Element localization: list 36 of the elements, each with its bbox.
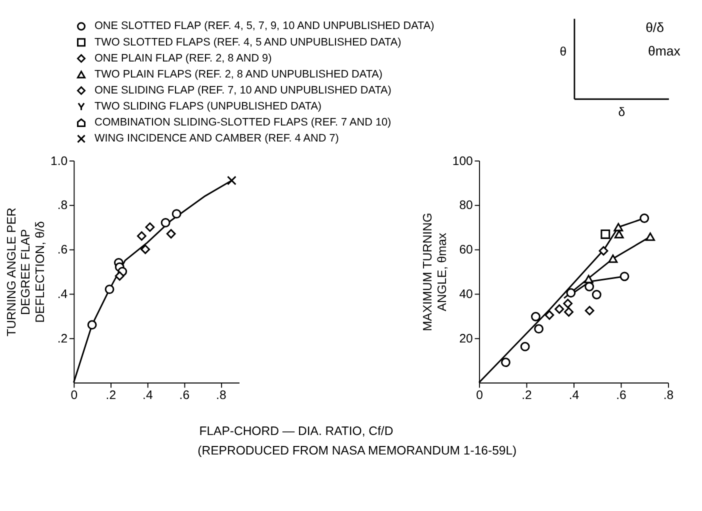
legend-label: ONE SLOTTED FLAP (REF. 4, 5, 7, 9, 10 AND UNPUBLISHED DATA) <box>94 20 434 32</box>
x-tick-label: .6 <box>616 388 627 402</box>
y-tick-label: .8 <box>57 198 68 212</box>
x-axis-title: FLAP-CHORD — DIA. RATIO, Cf/D <box>199 424 394 438</box>
y-tick-label: 20 <box>459 331 474 346</box>
text: δ <box>618 105 626 120</box>
text: (REPRODUCED FROM NASA MEMORANDUM 1-16-59L) <box>198 443 517 458</box>
x-tick-label: .4 <box>142 388 153 402</box>
y-tick-label: .2 <box>57 331 68 346</box>
y-tick-label: 1.0 <box>50 154 68 168</box>
text: θ <box>560 44 567 59</box>
y-axis-title: MAXIMUM TURNING ANGLE, θmax <box>420 212 449 332</box>
y-tick-label: .6 <box>57 242 68 257</box>
y-tick-label: .4 <box>57 286 68 301</box>
legend-label: TWO SLOTTED FLAPS (REF. 4, 5 AND UNPUBLISHED DATA) <box>94 36 402 48</box>
y-axis-title: TURNING ANGLE PER DEGREE FLAP DEFLECTION, θ/δ <box>4 207 47 336</box>
legend-label: WING INCIDENCE AND CAMBER (REF. 4 AND 7) <box>94 132 339 145</box>
x-tick-label: 0 <box>476 388 484 402</box>
x-tick-label: .8 <box>216 388 226 402</box>
x-tick-label: .4 <box>568 388 580 402</box>
legend-label: ONE SLIDING FLAP (REF. 7, 10 AND UNPUBLISHED DATA) <box>94 84 392 96</box>
y-tick-label: 60 <box>459 242 474 257</box>
text: θ/δ <box>646 20 664 36</box>
legend-label: COMBINATION SLIDING-SLOTTED FLAPS (REF. 7 AND 10) <box>94 116 392 129</box>
x-tick-label: .8 <box>663 388 674 402</box>
x-tick-label: .6 <box>179 388 190 402</box>
text: θmax <box>648 44 681 59</box>
legend-label: TWO SLIDING FLAPS (UNPUBLISHED DATA) <box>94 100 322 113</box>
y-tick-label: 40 <box>459 286 474 301</box>
y-tick-label: 100 <box>452 154 474 168</box>
legend-label: TWO PLAIN FLAPS (REF. 2, 8 AND UNPUBLISHED DATA) <box>94 68 383 80</box>
legend-label: ONE PLAIN FLAP (REF. 2, 8 AND 9) <box>94 52 272 64</box>
x-tick-label: .2 <box>106 388 116 402</box>
x-tick-label: 0 <box>70 388 78 402</box>
x-tick-label: .2 <box>522 388 532 402</box>
y-tick-label: 80 <box>459 198 474 212</box>
